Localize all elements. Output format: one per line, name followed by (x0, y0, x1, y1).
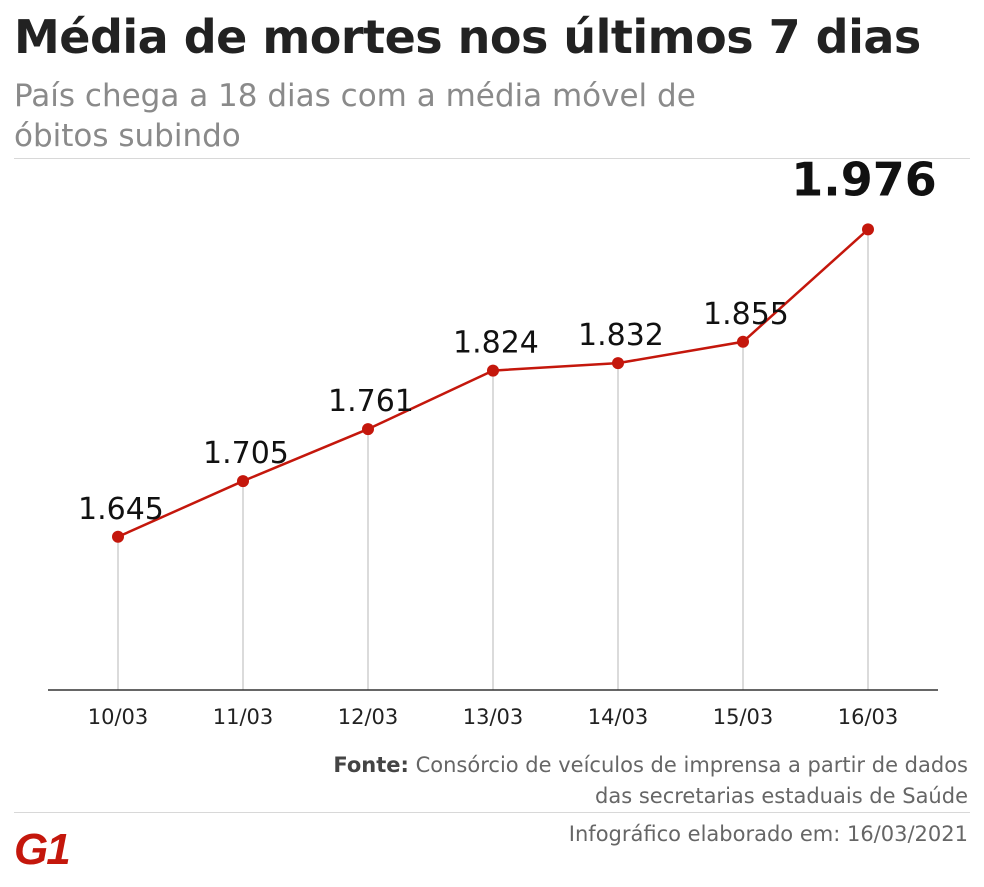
data-point (362, 423, 374, 436)
data-point (487, 364, 499, 377)
chart-subtitle: País chega a 18 dias com a média móvel d… (14, 78, 696, 154)
x-tick-label: 14/03 (588, 705, 649, 729)
data-point (112, 530, 124, 543)
g1-logo: G1 (14, 826, 71, 870)
x-tick-label: 15/03 (713, 705, 774, 729)
source-text: Consórcio de veículos de imprensa a part… (415, 753, 968, 808)
chart-title: Média de mortes nos últimos 7 dias (14, 10, 921, 64)
logo-text: G1 (14, 826, 69, 870)
data-label: 1.832 (578, 318, 664, 353)
footer-divider (14, 812, 970, 813)
data-point (862, 223, 874, 236)
line-chart: 1.645 10/03 1.705 11/03 1.761 12/03 1.824 13/03… (48, 160, 938, 729)
x-tick-label: 12/03 (338, 705, 399, 729)
data-point (237, 475, 249, 488)
x-tick-label: 13/03 (463, 705, 524, 729)
data-label: 1.976 (791, 160, 937, 206)
header-divider (14, 158, 970, 159)
x-tick-label: 10/03 (88, 705, 149, 729)
data-label: 1.761 (328, 384, 414, 419)
data-label: 1.705 (203, 436, 289, 471)
data-point (612, 357, 624, 370)
data-label: 1.645 (78, 492, 164, 527)
source-label: Fonte: (333, 753, 409, 777)
credit-note: Infográfico elaborado em: 16/03/2021 (568, 822, 968, 846)
data-label: 1.824 (453, 326, 539, 361)
data-label: 1.855 (703, 297, 789, 332)
data-point (737, 335, 749, 348)
source-note: Fonte: Consórcio de veículos de imprensa… (328, 750, 968, 812)
x-tick-label: 16/03 (838, 705, 899, 729)
x-tick-label: 11/03 (213, 705, 274, 729)
